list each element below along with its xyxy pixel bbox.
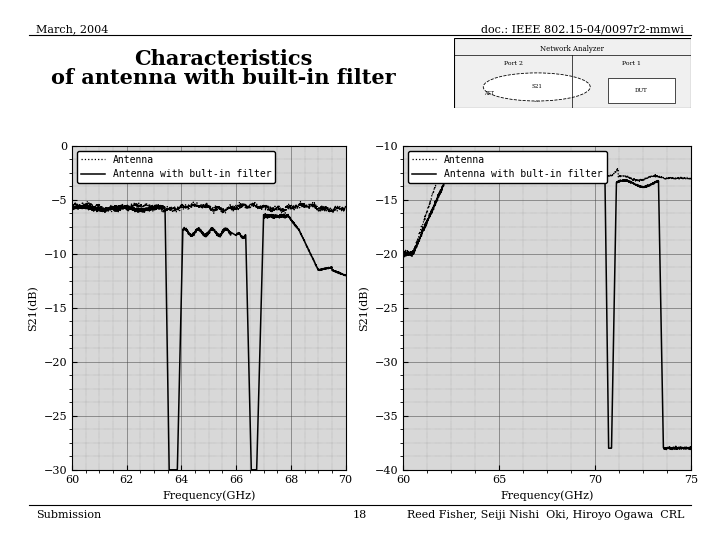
Antenna: [679, 176, 688, 182]
Antenna: [465, 159, 474, 165]
Antenna: [626, 175, 634, 181]
Antenna with bult-in filter: [687, 444, 696, 451]
Antenna with bult-in filter: [626, 178, 634, 185]
Antenna with bult-in filter: [333, 269, 342, 275]
Ellipse shape: [483, 73, 590, 101]
Text: ....: ....: [534, 98, 540, 104]
Antenna: [81, 202, 90, 208]
Antenna: [687, 174, 696, 181]
Antenna with bult-in filter: [662, 446, 670, 453]
Antenna: [341, 202, 350, 208]
FancyBboxPatch shape: [608, 78, 675, 103]
Line: Antenna with bult-in filter: Antenna with bult-in filter: [72, 205, 346, 470]
Antenna: [539, 166, 548, 173]
Text: DUT: DUT: [635, 88, 648, 93]
Antenna: [399, 254, 408, 260]
Antenna with bult-in filter: [467, 160, 475, 166]
Antenna with bult-in filter: [201, 233, 210, 240]
Text: Reed Fisher, Seiji Nishi  Oki, Hiroyo Ogawa  CRL: Reed Fisher, Seiji Nishi Oki, Hiroyo Oga…: [407, 510, 684, 521]
Antenna: [414, 237, 423, 243]
Text: Network Analyzer: Network Analyzer: [541, 45, 604, 53]
Antenna with bult-in filter: [194, 226, 202, 232]
Text: of antenna with built-in filter: of antenna with built-in filter: [51, 68, 395, 87]
Text: S21: S21: [531, 84, 542, 90]
Text: Port 1: Port 1: [622, 60, 642, 66]
Antenna with bult-in filter: [539, 163, 548, 169]
Antenna: [83, 198, 91, 204]
Antenna with bult-in filter: [531, 162, 540, 168]
Antenna: [194, 203, 202, 210]
Antenna: [284, 205, 292, 212]
Antenna: [679, 176, 688, 182]
Text: doc.: IEEE 802.15-04/0097r2-mmwi: doc.: IEEE 802.15-04/0097r2-mmwi: [481, 24, 684, 35]
Text: ATT: ATT: [485, 91, 494, 97]
Antenna: [201, 201, 210, 208]
Antenna with bult-in filter: [399, 250, 408, 256]
Antenna: [400, 254, 409, 261]
Antenna with bult-in filter: [679, 444, 688, 451]
Y-axis label: S21(dB): S21(dB): [359, 285, 369, 330]
Antenna with bult-in filter: [341, 272, 350, 279]
Antenna with bult-in filter: [117, 202, 125, 208]
Text: Submission: Submission: [36, 510, 102, 521]
Text: Characteristics: Characteristics: [134, 49, 312, 69]
FancyBboxPatch shape: [454, 38, 691, 108]
Antenna with bult-in filter: [333, 269, 342, 276]
Line: Antenna: Antenna: [72, 201, 346, 213]
Antenna: [333, 204, 342, 210]
Legend: Antenna, Antenna with bult-in filter: Antenna, Antenna with bult-in filter: [408, 151, 606, 183]
Legend: Antenna, Antenna with bult-in filter: Antenna, Antenna with bult-in filter: [77, 151, 275, 183]
Antenna with bult-in filter: [413, 240, 422, 246]
Line: Antenna with bult-in filter: Antenna with bult-in filter: [403, 163, 691, 449]
Antenna with bult-in filter: [165, 467, 174, 473]
Y-axis label: S21(dB): S21(dB): [27, 285, 38, 330]
Text: March, 2004: March, 2004: [36, 24, 109, 35]
Text: Port 2: Port 2: [503, 60, 523, 66]
Antenna: [333, 205, 342, 211]
Text: 18: 18: [353, 510, 367, 521]
Antenna with bult-in filter: [679, 445, 688, 451]
Antenna: [68, 202, 76, 209]
X-axis label: Frequency(GHz): Frequency(GHz): [162, 490, 256, 501]
Antenna with bult-in filter: [81, 205, 90, 211]
Antenna with bult-in filter: [284, 213, 292, 220]
X-axis label: Frequency(GHz): Frequency(GHz): [500, 490, 594, 501]
Antenna: [531, 164, 540, 171]
Antenna: [210, 210, 218, 217]
Line: Antenna: Antenna: [403, 162, 691, 258]
Antenna with bult-in filter: [68, 206, 76, 213]
